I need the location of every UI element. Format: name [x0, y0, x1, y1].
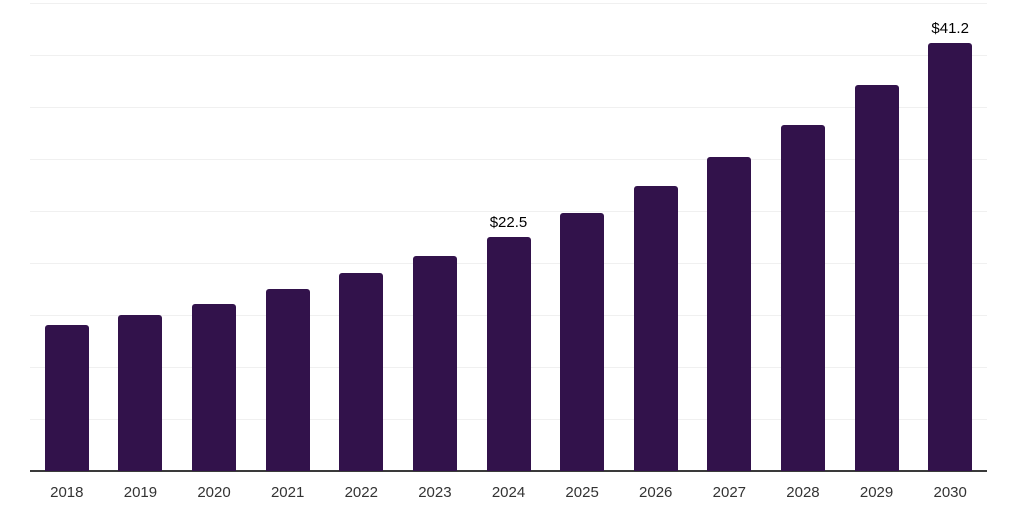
- x-tick-2030: 2030: [933, 484, 967, 501]
- gridline-25: [30, 211, 987, 212]
- data-label-2024: $22.5: [489, 214, 528, 231]
- bar-2027[interactable]: [707, 156, 752, 471]
- bar-2030[interactable]: [928, 42, 973, 471]
- x-tick-2026: 2026: [639, 484, 673, 501]
- bar-2021[interactable]: [265, 289, 310, 471]
- bar-2026[interactable]: [633, 186, 678, 471]
- x-tick-2021: 2021: [270, 484, 305, 501]
- bar-2019[interactable]: [118, 315, 163, 471]
- gridline-40: [30, 55, 987, 56]
- x-tick-2023: 2023: [418, 484, 452, 501]
- bar-2025[interactable]: [560, 213, 605, 471]
- x-tick-2024: 2024: [491, 484, 526, 501]
- bar-2028[interactable]: [780, 124, 825, 471]
- bar-2024[interactable]: [486, 237, 531, 471]
- x-tick-2029: 2029: [859, 484, 894, 501]
- x-tick-2027: 2027: [712, 484, 747, 501]
- bar-2020[interactable]: [192, 303, 237, 471]
- x-tick-2019: 2019: [123, 484, 158, 501]
- data-label-2030: $41.2: [931, 19, 969, 37]
- x-tick-2022: 2022: [344, 484, 378, 501]
- gridline-35: [30, 107, 987, 108]
- bar-2023[interactable]: [412, 255, 457, 471]
- bar-2018[interactable]: [44, 325, 89, 471]
- bar-2022[interactable]: [339, 273, 384, 471]
- x-tick-2028: 2028: [786, 484, 820, 501]
- x-tick-2025: 2025: [565, 484, 599, 501]
- gridline-45: [30, 3, 987, 4]
- x-tick-2020: 2020: [197, 484, 231, 501]
- bar-2029[interactable]: [854, 85, 899, 471]
- gridline-30: [30, 159, 987, 160]
- x-tick-2018: 2018: [50, 484, 84, 501]
